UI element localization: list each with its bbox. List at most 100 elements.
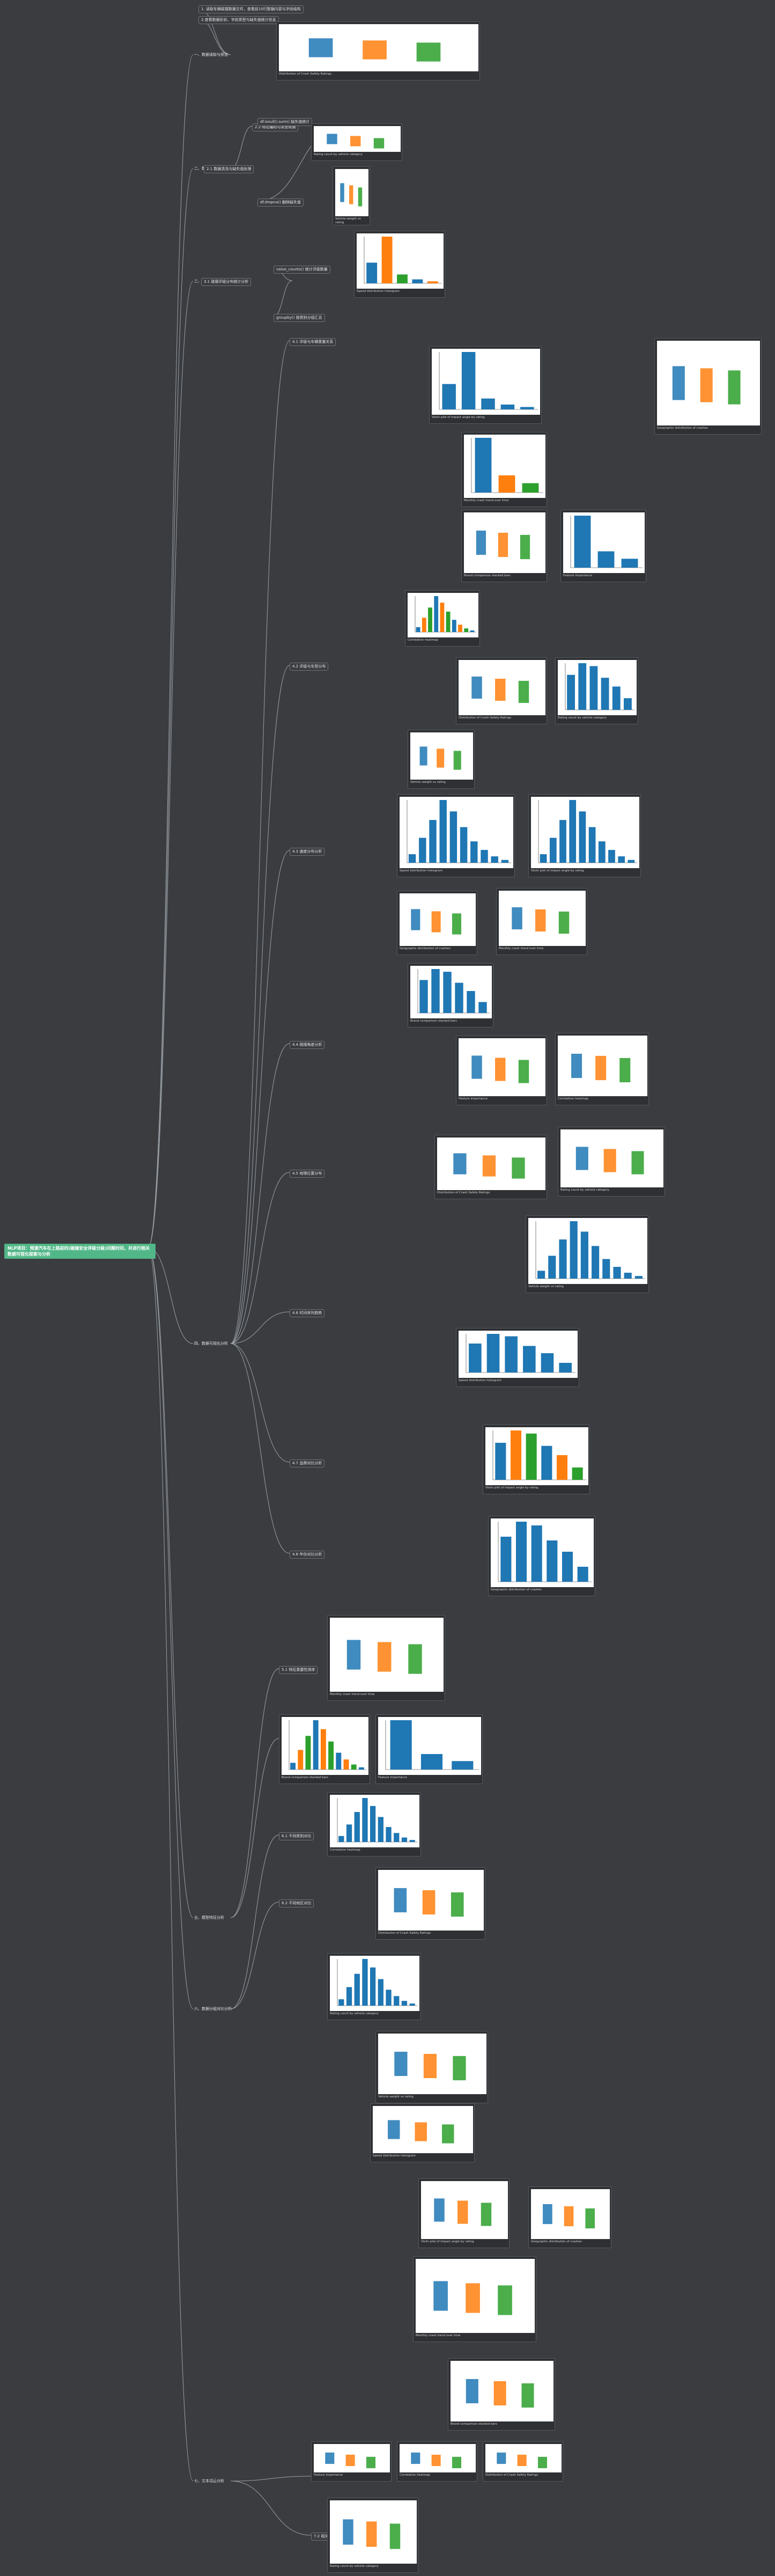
node-n9[interactable]: 3.1 碰撞评级分布统计分析 [201,278,252,286]
rating-bar-chart-bar-0 [366,262,378,283]
heatmap: Rating count by vehicle category [327,2498,418,2573]
node-n16[interactable]: 4.5 地理位置分布 [290,1170,325,1178]
node-n10[interactable]: value_counts() 统计评级数量 [274,266,330,274]
table-preview-plot [279,24,478,71]
brand-bar-bar-5 [572,1467,583,1480]
trend-line-bar-4 [580,1231,588,1279]
feature-stack-plot [378,1717,481,1775]
box-compare-2: Feature importance [560,510,646,582]
describe-table-svg [327,134,385,149]
feature-bar-plot [282,1717,368,1775]
table-preview-svg [308,38,441,62]
section-s4[interactable]: 四、数据可视化分析 [194,1341,228,1346]
word-cloud-3: Distribution of Crash Safety Ratings [483,2441,563,2482]
section-s6[interactable]: 六、数据分组对比分析 [194,2007,232,2011]
box-compare-2-bar-1 [597,551,615,568]
node-n12[interactable]: 4.1 评级与车辆重量关系 [290,338,336,346]
model-bar-2-svg [565,663,634,710]
box-compare-mark-0 [476,530,486,555]
root-topic[interactable]: NLP项目：预测汽车在上路前的(碰撞安全评级分级)问题时间，并进行相关数据可视化… [4,1244,156,1259]
describe-table-plot [314,126,401,152]
cat-hist-bar-4 [370,1967,376,2006]
heatmap-mark-0 [343,2519,353,2545]
speed-hist-bar-3 [439,800,447,863]
node-n13[interactable]: 4.2 评级与车型分布 [290,663,329,671]
trend-line-bar-3 [570,1221,578,1279]
model-bar-bar-2 [428,607,432,632]
weight-scatter-svg [672,366,741,405]
year-bar-plot [491,1518,594,1587]
angle-hist-bar-3 [455,982,463,1013]
cat-hist-caption: Rating count by vehicle category [330,2012,379,2015]
feature-stack-bar-0 [390,1720,412,1770]
angle-violin-plot [499,891,586,946]
node-n7[interactable]: df.isnull().sum() 缺失值统计 [257,118,313,126]
section-s5[interactable]: 五、模型特征分析 [194,1916,224,1920]
speed-hist-2-caption: Violin plot of impact angle by rating [531,869,584,872]
trend-line-bar-5 [592,1246,600,1279]
table-preview-mark-0 [308,38,333,57]
speed-hist-2-bar-4 [579,811,586,863]
feature-line-mark-0 [346,1640,361,1670]
node-n19[interactable]: 4.8 年份对比分析 [290,1551,325,1559]
speed-hist-2-plot [531,797,639,868]
weight-bar-bar-1 [461,352,476,409]
density-area-mark-2 [498,2285,512,2315]
model-bar-bar-0 [416,627,420,632]
density-area-svg [433,2281,512,2315]
word-cloud-3-mark-2 [537,2456,548,2469]
speed-hist-2: Violin plot of impact angle by rating [528,794,641,877]
box-compare-plot [464,512,545,573]
year-bar-bar-2 [531,1525,542,1582]
trend-line-bar-6 [602,1259,610,1279]
speed-hist-small-mark-1 [437,748,445,768]
node-n17[interactable]: 4.6 时间序列趋势 [290,1309,325,1317]
cat-violin-mark-1 [423,2053,437,2079]
rating-bar-chart-svg [364,237,441,284]
model-bar-bar-1 [422,618,426,632]
node-n5[interactable]: 2.1 数据清洗与缺失值处理 [204,165,254,173]
angle-box-2-plot [459,1038,545,1096]
node-n22[interactable]: 6.1 不同类别对比 [279,1832,314,1840]
node-n18[interactable]: 4.7 品牌对比分析 [290,1459,325,1467]
angle-box-2-caption: Feature importance [459,1097,488,1100]
describe-table-mark-1 [350,136,361,146]
weight-bar-2: Monthly crash trend over time [461,432,547,507]
box-compare-2-bar-2 [621,559,638,568]
angle-box-2-mark-1 [495,1058,506,1081]
year-bar-bar-5 [577,1567,588,1582]
feature-bar-svg [289,1720,366,1770]
feature-line-mark-2 [408,1644,422,1674]
angle-box-2-svg [471,1055,529,1083]
word-cloud-1-plot [314,2444,390,2472]
cat-violin-plot [378,2034,486,2094]
section-s1[interactable]: 一、数据读取与预览 [194,53,228,57]
region-hist-bar-0 [338,1836,344,1842]
speed-hist-small-mark-2 [453,751,461,770]
model-bar-svg [415,596,476,633]
section-s7[interactable]: 七、文本词云分析 [194,2479,224,2483]
node-n8[interactable]: df.dropna() 删除缺失值 [257,199,304,207]
node-n1[interactable]: 1. 读取车辆碰撞数据文件，查看前10行数据内容与字段结构 [198,5,304,13]
multi-violin-plot [531,2189,610,2239]
feature-bar-bar-9 [358,1767,364,1770]
speed-hist-bar-9 [501,860,509,863]
node-n11[interactable]: groupby() 按类别分组汇总 [274,314,325,322]
node-n15[interactable]: 4.4 碰撞角度分析 [290,1041,325,1049]
node-n23[interactable]: 6.2 不同地区对比 [279,1899,314,1907]
feature-bar-bar-2 [305,1736,311,1770]
box-compare-2-bar-0 [574,516,591,568]
node-n2[interactable]: 2.查看数据形状、字段类型与缺失值统计信息 [198,16,279,24]
trend-bar-bar-1 [486,1334,500,1373]
node-n20[interactable]: 5.1 特征重要性排序 [279,1666,318,1674]
geo-satellite-svg [575,1147,644,1175]
weight-bar-bar-0 [442,384,456,409]
model-bar-bar-5 [446,611,451,632]
info-table-mark-2 [358,187,363,207]
angle-violin-2-mark-1 [595,1055,607,1081]
word-cloud-1-mark-0 [325,2452,335,2464]
node-n14[interactable]: 4.3 速度分布分析 [290,848,325,856]
word-cloud-2-mark-0 [411,2452,420,2464]
weight-scatter-mark-2 [728,370,741,405]
geo-map: Distribution of Crash Safety Ratings [434,1135,547,1199]
